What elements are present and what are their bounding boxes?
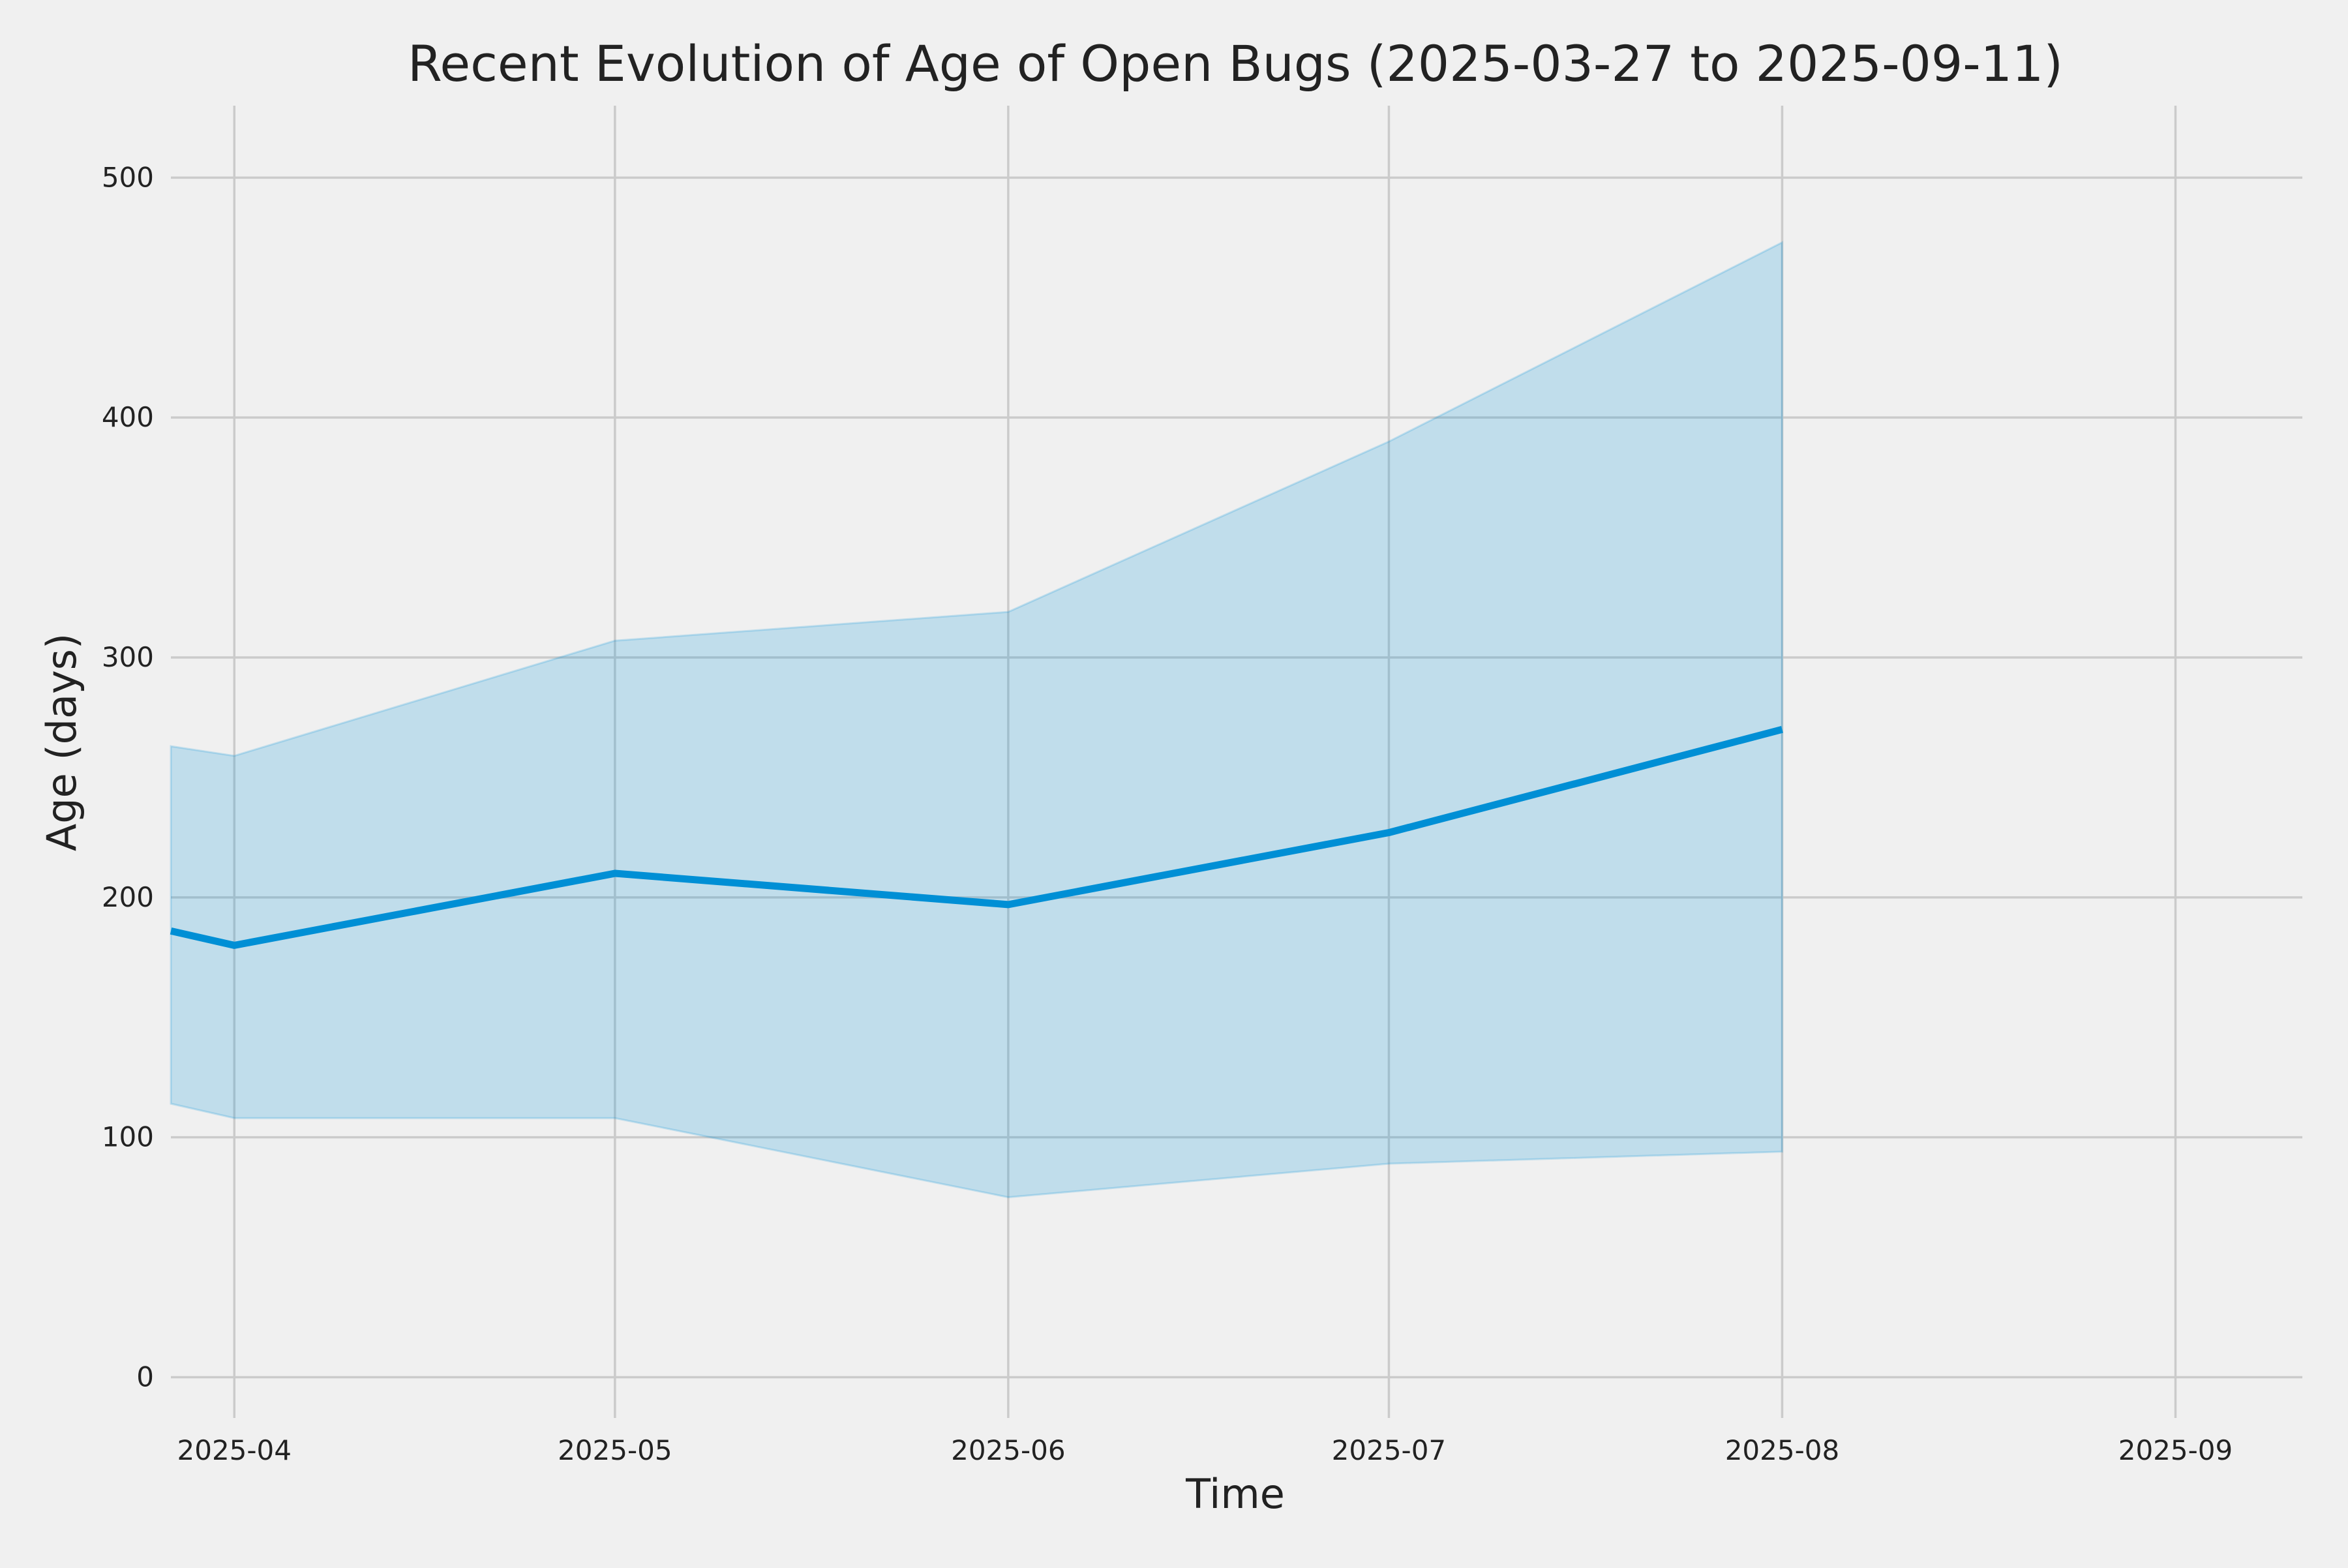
x-tick-label: 2025-05 [558, 1434, 672, 1466]
y-tick-label: 400 [102, 401, 154, 433]
x-tick-label: 2025-06 [951, 1434, 1066, 1466]
x-tick-label: 2025-04 [177, 1434, 292, 1466]
y-tick-label: 500 [102, 161, 154, 193]
x-tick-label: 2025-09 [2118, 1434, 2233, 1466]
x-tick-label: 2025-08 [1725, 1434, 1840, 1466]
confidence-band [170, 241, 1783, 1199]
y-tick-label: 200 [102, 881, 154, 913]
y-tick-label: 100 [102, 1121, 154, 1153]
x-axis-label: Time [1185, 1470, 1285, 1518]
series-line-layer [170, 726, 1783, 949]
y-tick-label: 300 [102, 641, 154, 673]
y-tick-label: 0 [136, 1361, 154, 1393]
confidence-band-layer [170, 241, 1783, 1199]
x-tick-label: 2025-07 [1332, 1434, 1447, 1466]
series-line [170, 726, 1783, 949]
y-axis-label: Age (days) [38, 633, 85, 851]
grid-lines [171, 106, 2302, 1418]
chart-title: Recent Evolution of Age of Open Bugs (20… [408, 35, 2063, 93]
tick-labels: 0 100 200 300 400 500 2025-04 2025-05 2025-06 202… [102, 161, 2233, 1466]
